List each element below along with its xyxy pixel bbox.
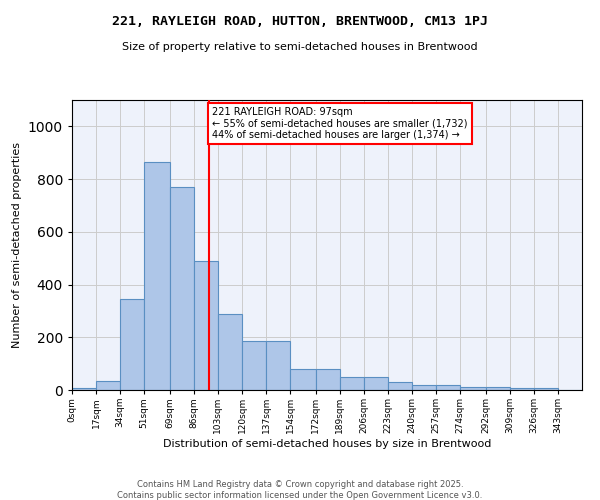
Bar xyxy=(144,162,170,390)
Bar xyxy=(534,388,558,390)
Bar xyxy=(290,369,316,390)
Bar xyxy=(460,387,485,390)
Bar xyxy=(96,381,120,390)
Bar xyxy=(170,187,194,390)
Text: Contains HM Land Registry data © Crown copyright and database right 2025.: Contains HM Land Registry data © Crown c… xyxy=(137,480,463,489)
Bar xyxy=(388,382,412,390)
Bar xyxy=(412,384,436,390)
Bar xyxy=(218,314,242,390)
Bar xyxy=(340,378,364,390)
Text: Contains public sector information licensed under the Open Government Licence v3: Contains public sector information licen… xyxy=(118,491,482,500)
Bar xyxy=(120,299,144,390)
Bar xyxy=(316,369,340,390)
Bar xyxy=(485,387,510,390)
Text: Size of property relative to semi-detached houses in Brentwood: Size of property relative to semi-detach… xyxy=(122,42,478,52)
Bar xyxy=(436,384,460,390)
X-axis label: Distribution of semi-detached houses by size in Brentwood: Distribution of semi-detached houses by … xyxy=(163,439,491,449)
Bar xyxy=(72,388,96,390)
Y-axis label: Number of semi-detached properties: Number of semi-detached properties xyxy=(12,142,22,348)
Text: 221, RAYLEIGH ROAD, HUTTON, BRENTWOOD, CM13 1PJ: 221, RAYLEIGH ROAD, HUTTON, BRENTWOOD, C… xyxy=(112,15,488,28)
Bar xyxy=(242,341,266,390)
Text: 221 RAYLEIGH ROAD: 97sqm
← 55% of semi-detached houses are smaller (1,732)
44% o: 221 RAYLEIGH ROAD: 97sqm ← 55% of semi-d… xyxy=(212,108,468,140)
Bar xyxy=(194,261,218,390)
Bar xyxy=(364,377,388,390)
Bar xyxy=(510,388,534,390)
Bar xyxy=(266,341,290,390)
